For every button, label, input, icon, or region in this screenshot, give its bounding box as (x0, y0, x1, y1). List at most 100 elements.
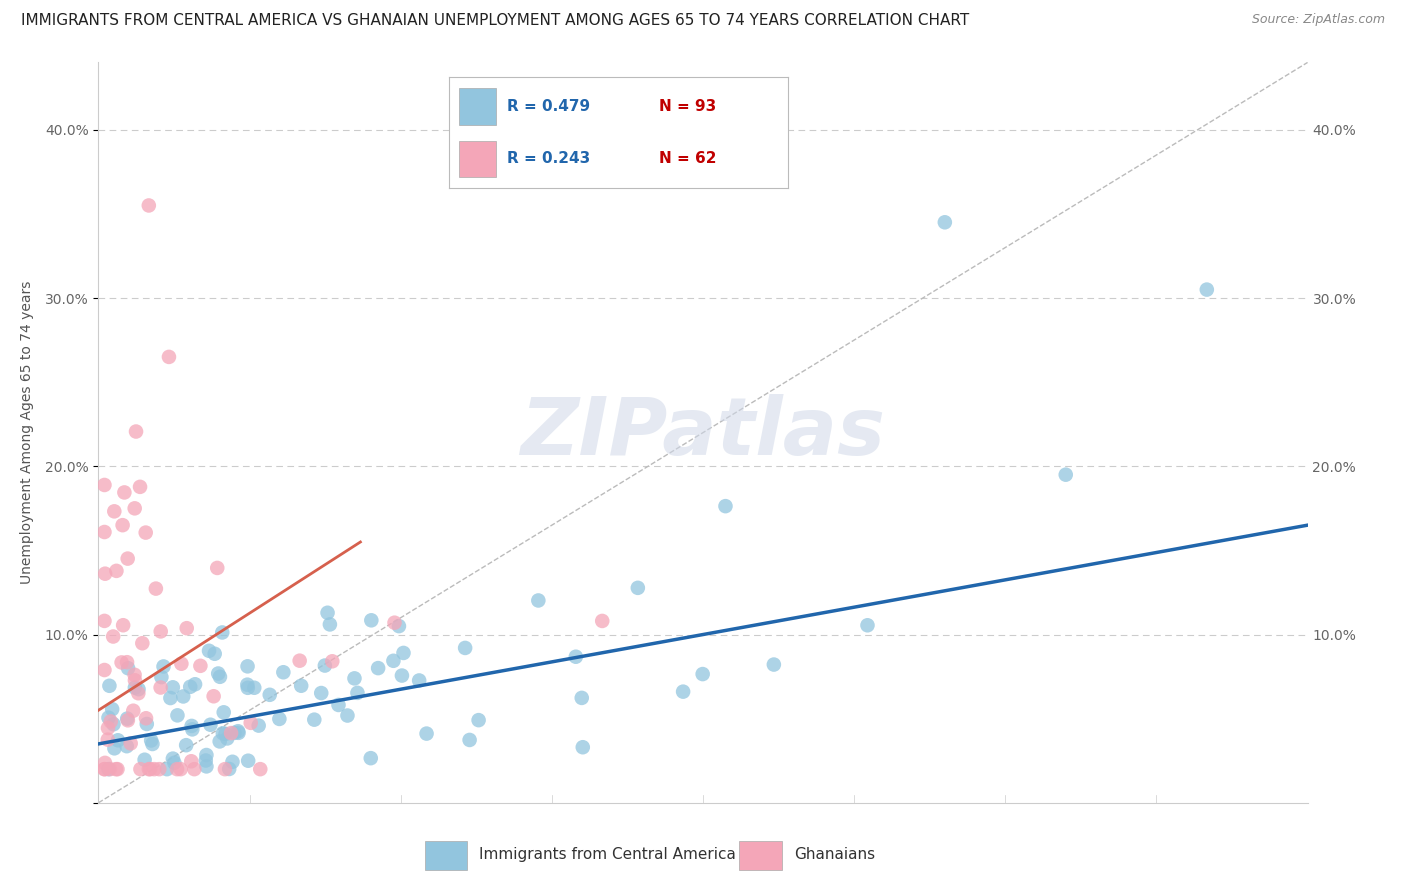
Point (120, 736, 142, 750)
Point (692, 667, 714, 681)
Point (93, 663, 115, 677)
Point (135, 711, 157, 725)
Point (134, 753, 156, 767)
Point (415, 726, 437, 740)
Point (104, 762, 127, 776)
Point (138, 198, 160, 212)
Point (221, 755, 243, 769)
Point (591, 614, 613, 628)
Point (627, 581, 650, 595)
Point (198, 644, 221, 658)
Point (105, 564, 128, 578)
Point (103, 741, 125, 756)
Point (159, 691, 181, 706)
Text: ZIPatlas: ZIPatlas (520, 393, 886, 472)
Point (218, 762, 240, 776)
Point (127, 686, 149, 700)
Point (125, 425, 148, 439)
Point (139, 762, 162, 776)
Point (152, 659, 174, 673)
Point (97, 762, 120, 776)
Point (762, 657, 785, 672)
Point (382, 654, 405, 668)
Point (309, 686, 332, 700)
Point (180, 719, 202, 733)
Point (97, 721, 120, 735)
Point (183, 762, 205, 776)
Point (224, 726, 246, 740)
Point (162, 751, 184, 765)
Point (236, 678, 259, 692)
Point (316, 606, 339, 620)
Point (180, 754, 202, 768)
Point (166, 762, 188, 776)
Point (129, 480, 152, 494)
Point (571, 690, 593, 705)
Point (101, 630, 124, 644)
Point (174, 738, 197, 752)
Point (211, 726, 233, 740)
Point (115, 655, 138, 669)
Point (467, 713, 489, 727)
Point (162, 681, 184, 695)
Point (122, 704, 145, 718)
Point (319, 617, 342, 632)
Point (212, 706, 235, 720)
Point (117, 551, 139, 566)
Point (98, 679, 121, 693)
Point (94, 566, 117, 581)
Text: IMMIGRANTS FROM CENTRAL AMERICA VS GHANAIAN UNEMPLOYMENT AMONG AGES 65 TO 74 YEA: IMMIGRANTS FROM CENTRAL AMERICA VS GHANA… (21, 13, 969, 29)
Point (148, 762, 170, 776)
Point (454, 640, 477, 655)
Point (115, 712, 138, 726)
Point (321, 654, 343, 668)
Point (101, 702, 124, 716)
Point (208, 670, 231, 684)
Point (170, 657, 193, 671)
Point (112, 618, 135, 632)
Point (207, 666, 229, 681)
Point (195, 759, 218, 773)
Point (179, 680, 201, 694)
Point (156, 762, 179, 776)
Point (392, 646, 415, 660)
Point (97, 711, 120, 725)
Point (176, 621, 198, 635)
Point (149, 681, 172, 695)
Point (117, 661, 139, 675)
Point (166, 708, 188, 723)
Point (527, 593, 550, 607)
Point (217, 731, 239, 746)
Point (124, 501, 146, 516)
Point (124, 673, 146, 688)
Point (214, 762, 236, 776)
Point (93, 614, 115, 628)
Point (236, 681, 259, 695)
Point (150, 670, 173, 684)
Point (565, 649, 588, 664)
Point (103, 717, 125, 731)
Point (259, 688, 281, 702)
Point (571, 740, 593, 755)
Point (243, 681, 266, 695)
Point (236, 659, 259, 673)
Text: Source: ZipAtlas.com: Source: ZipAtlas.com (1251, 13, 1385, 27)
Point (672, 684, 695, 698)
Point (288, 654, 311, 668)
Point (100, 714, 122, 729)
Point (93, 524, 115, 539)
Point (304, 713, 326, 727)
Point (145, 582, 167, 596)
Point (128, 682, 150, 697)
Point (269, 712, 291, 726)
Point (391, 668, 413, 682)
Point (714, 499, 737, 513)
Point (149, 624, 172, 639)
Point (408, 673, 430, 688)
Point (314, 658, 336, 673)
Point (169, 762, 191, 776)
Point (190, 658, 212, 673)
Point (360, 613, 382, 627)
Point (328, 698, 350, 712)
Point (131, 636, 153, 650)
